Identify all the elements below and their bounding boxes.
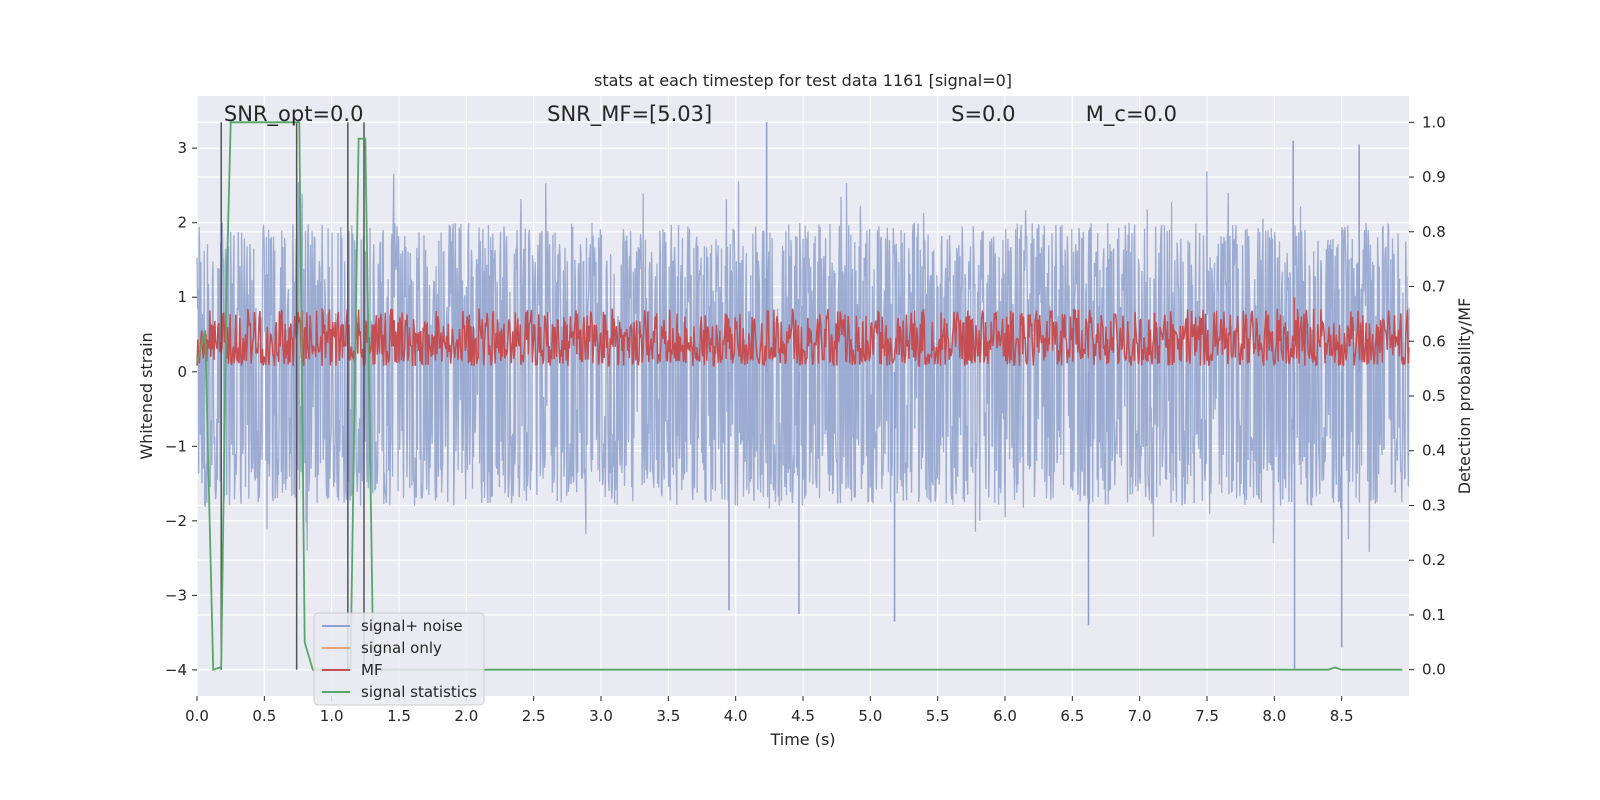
y-right-tick-label: 0.0 [1422,661,1446,679]
y-left-tick-label: 1 [177,288,187,306]
x-tick-label: 7.5 [1195,707,1219,725]
annotation-3: M_c=0.0 [1086,102,1177,127]
x-tick-label: 8.0 [1262,707,1286,725]
legend-label: signal+ noise [361,617,463,635]
chart-title: stats at each timestep for test data 116… [594,71,1012,90]
x-tick-label: 7.0 [1128,707,1152,725]
y-right-tick-label: 0.4 [1422,442,1446,460]
x-tick-label: 5.5 [926,707,950,725]
x-axis-ticks: 0.0 0.5 1.0 1.5 2.0 2.5 3.0 3.5 4.0 4.5 5.0 5.5 6.0 6… [185,696,1354,725]
x-tick-label: 2.5 [522,707,546,725]
annotations: SNR_opt=0.0 SNR_MF=[5.03] S=0.0 M_c=0.0 [224,102,1177,127]
series-mf [196,297,1410,368]
y-left-tick-label: 2 [177,214,187,232]
x-tick-label: 8.5 [1330,707,1354,725]
x-axis-label: Time (s) [769,730,835,749]
y-axis-left-label: Whitened strain [137,332,156,459]
vertical-markers [220,122,365,670]
y-axis-right-ticks: 0.0 0.1 0.2 0.3 0.4 0.5 0.6 0.7 0.8 0.9 1.0 [1409,113,1446,679]
x-tick-label: 2.0 [454,707,478,725]
y-right-tick-label: 0.2 [1422,551,1446,569]
x-tick-label: 3.5 [656,707,680,725]
y-left-tick-label: −2 [165,512,187,530]
x-tick-label: 5.0 [858,707,882,725]
y-left-tick-label: −3 [165,586,187,604]
y-right-tick-label: 0.7 [1422,278,1446,296]
y-right-tick-label: 0.6 [1422,332,1446,350]
x-tick-label: 6.0 [993,707,1017,725]
x-tick-label: 0.0 [185,707,209,725]
y-right-tick-label: 0.1 [1422,606,1446,624]
y-left-tick-label: −4 [165,661,187,679]
y-axis-left-ticks: −4 −3 −2 −1 0 1 2 3 [165,139,197,679]
annotation-1: SNR_MF=[5.03] [547,102,712,127]
x-tick-label: 0.5 [252,707,276,725]
annotation-2: S=0.0 [951,102,1015,126]
annotation-0: SNR_opt=0.0 [224,102,364,127]
x-tick-label: 4.5 [791,707,815,725]
legend-label: MF [361,661,383,679]
mf-line [196,308,1410,368]
y-axis-right-label: Detection probability/MF [1455,298,1474,495]
x-tick-label: 3.0 [589,707,613,725]
y-left-tick-label: −1 [165,437,187,455]
legend-label: signal only [361,639,442,657]
legend-box [313,612,485,706]
y-right-tick-label: 0.5 [1422,387,1446,405]
y-right-tick-label: 0.8 [1422,223,1446,241]
legend-label: signal statistics [361,683,477,701]
y-left-tick-label: 3 [177,139,187,157]
x-tick-label: 1.5 [387,707,411,725]
x-tick-label: 4.0 [724,707,748,725]
y-left-tick-label: 0 [177,363,187,381]
y-right-tick-label: 0.3 [1422,496,1446,514]
noise-line [196,170,1410,552]
y-right-tick-label: 1.0 [1422,113,1446,131]
x-tick-label: 6.5 [1060,707,1084,725]
legend: signal+ noise signal only MF signal statist… [313,612,485,706]
x-tick-label: 1.0 [320,707,344,725]
y-right-tick-label: 0.9 [1422,168,1446,186]
